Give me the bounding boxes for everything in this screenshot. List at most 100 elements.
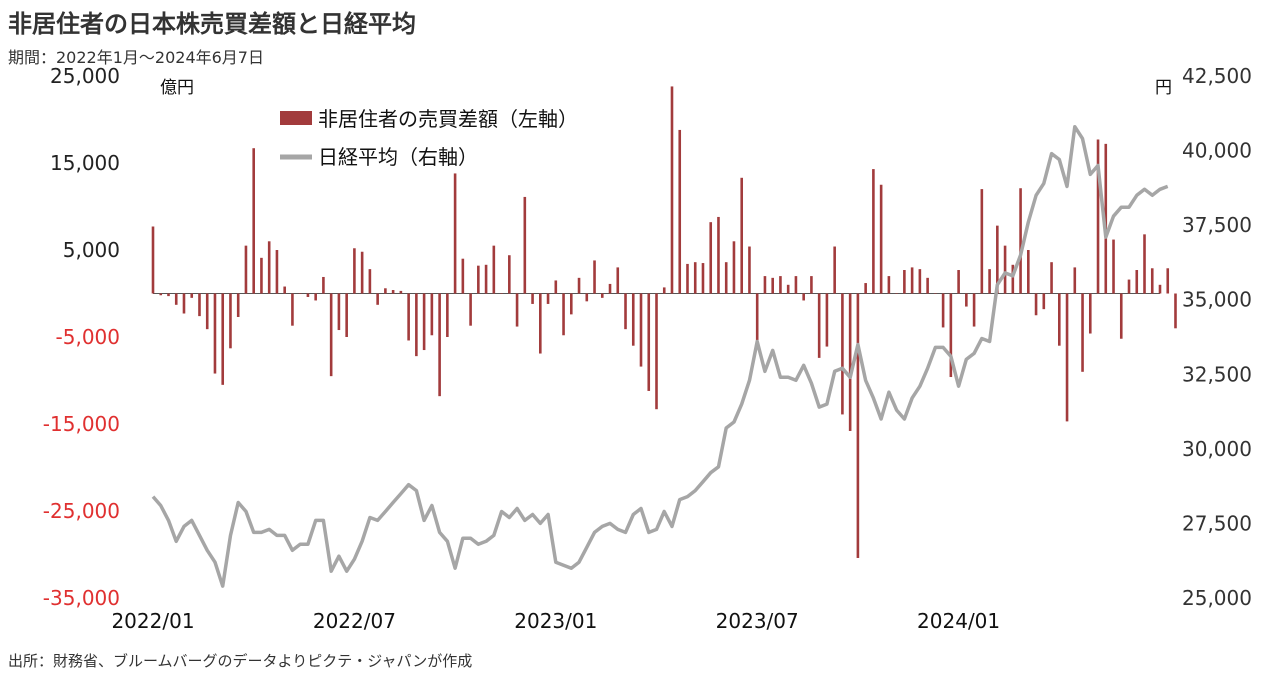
line-series xyxy=(151,124,1169,588)
bar xyxy=(438,293,441,397)
left-tick-label: -25,000 xyxy=(43,499,120,523)
bar-series xyxy=(151,86,1177,558)
bar xyxy=(1042,293,1046,310)
bar xyxy=(1096,139,1100,294)
bar xyxy=(159,293,163,296)
right-tick-label: 42,500 xyxy=(1182,64,1252,88)
bar xyxy=(593,260,596,294)
bar xyxy=(864,283,867,294)
bar xyxy=(647,293,651,391)
nikkei-line xyxy=(151,124,1169,588)
bar xyxy=(477,265,480,294)
bar xyxy=(794,276,798,294)
legend-bar-swatch xyxy=(280,111,312,125)
bar xyxy=(879,184,883,294)
bar xyxy=(833,246,836,294)
bar xyxy=(577,277,581,294)
bar xyxy=(1119,293,1123,339)
bar xyxy=(539,293,542,354)
bar xyxy=(693,262,697,294)
bar xyxy=(957,270,960,294)
bar xyxy=(585,293,589,302)
bar xyxy=(941,293,945,328)
x-tick-label: 2022/01 xyxy=(111,609,194,633)
x-axis: 2022/01 2022/07 2023/01 2023/07 2024/01 xyxy=(111,609,1000,633)
bar xyxy=(701,263,705,294)
bar xyxy=(345,293,348,337)
source-note: 出所：財務省、ブルームバーグのデータよりピクテ・ジャパンが作成 xyxy=(8,652,473,670)
bar xyxy=(639,293,643,367)
x-tick-label: 2022/07 xyxy=(313,609,396,633)
bar xyxy=(1104,143,1108,294)
bar xyxy=(376,293,379,305)
bar xyxy=(980,189,984,294)
bar xyxy=(1034,293,1038,316)
bar xyxy=(841,293,844,415)
bar xyxy=(446,293,449,337)
bar xyxy=(600,293,604,298)
bar xyxy=(283,286,286,294)
left-tick-label: -5,000 xyxy=(56,325,120,349)
bar xyxy=(569,293,573,315)
chart-subtitle: 期間：2022年1月～2024年6月7日 xyxy=(8,48,264,67)
right-axis-unit: 円 xyxy=(1155,78,1172,98)
bar xyxy=(546,293,550,304)
bar xyxy=(972,293,976,327)
bar xyxy=(337,293,341,331)
bar xyxy=(786,284,790,294)
bar xyxy=(314,293,317,301)
right-tick-label: 40,000 xyxy=(1182,139,1252,163)
bar xyxy=(662,287,666,294)
bar xyxy=(732,241,736,294)
bar xyxy=(740,177,744,294)
left-tick-label: 15,000 xyxy=(50,151,120,175)
bar xyxy=(616,267,620,294)
bar xyxy=(1143,234,1146,294)
bar xyxy=(422,293,426,351)
bar xyxy=(1019,188,1022,294)
bar xyxy=(1166,268,1170,294)
bar xyxy=(182,293,186,314)
bar xyxy=(415,293,418,357)
bar xyxy=(508,255,511,294)
bar xyxy=(260,257,263,294)
left-tick-label: -15,000 xyxy=(43,412,120,436)
bar xyxy=(848,293,852,431)
bar xyxy=(926,277,929,294)
bar xyxy=(1158,284,1162,294)
bar xyxy=(174,293,178,305)
bar xyxy=(631,293,635,346)
bar xyxy=(802,293,805,301)
bar xyxy=(322,276,325,294)
bar xyxy=(678,129,682,294)
bar xyxy=(686,263,689,294)
bar xyxy=(918,269,922,294)
bar xyxy=(724,262,728,294)
bar xyxy=(709,222,713,294)
bar xyxy=(771,277,774,294)
right-tick-label: 25,000 xyxy=(1182,586,1252,610)
bar xyxy=(167,293,170,297)
left-axis-unit: 億円 xyxy=(160,78,194,98)
bar xyxy=(670,86,674,294)
bar xyxy=(554,280,558,294)
bar xyxy=(151,226,155,294)
bar xyxy=(360,251,364,294)
bar xyxy=(500,293,503,294)
bar xyxy=(461,258,465,294)
left-tick-label: -35,000 xyxy=(43,586,120,610)
left-tick-label: 25,000 xyxy=(50,64,120,88)
bar xyxy=(1065,293,1069,422)
bar xyxy=(221,293,225,385)
right-tick-label: 30,000 xyxy=(1182,437,1252,461)
legend: 非居住者の売買差額（左軸） 日経平均（右軸） xyxy=(280,107,578,169)
bar xyxy=(825,293,829,347)
bar xyxy=(267,241,271,294)
bar xyxy=(1088,293,1092,334)
bar xyxy=(872,169,875,294)
bar xyxy=(655,293,658,410)
bar xyxy=(1058,293,1061,346)
bar xyxy=(903,270,906,294)
bar xyxy=(1027,250,1030,294)
